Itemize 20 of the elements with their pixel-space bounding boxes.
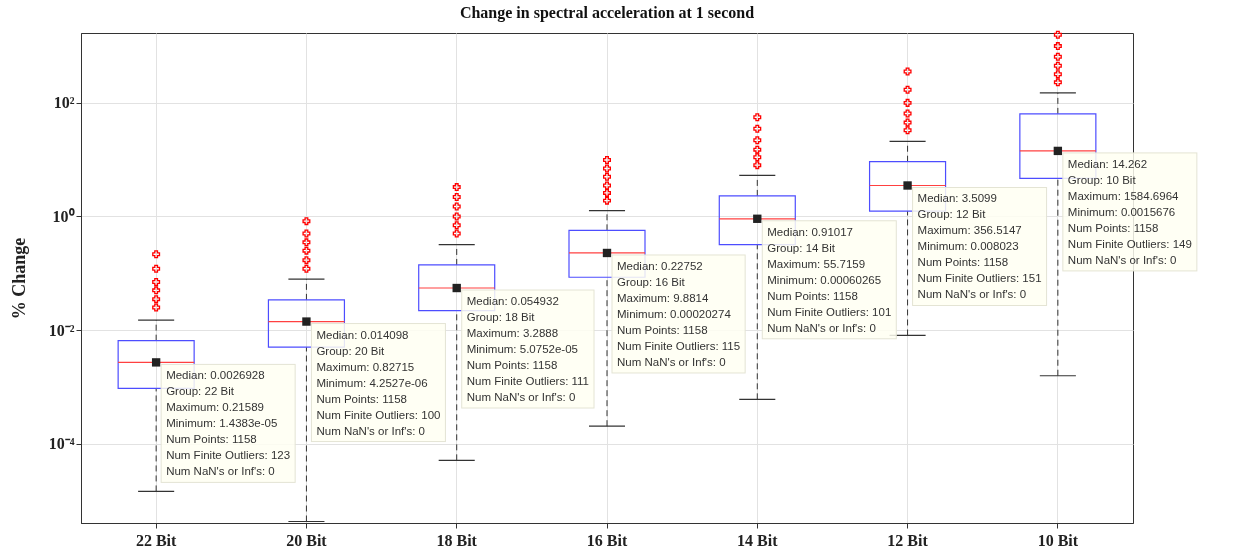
annotation: Median: 0.014098 Group: 20 Bit Maximum: 0.82715 Minimum: 4.2527e-06 Num Points: 1158 Num Finite Outliers: 100 Num NaN's or Inf's: 0: [316, 328, 441, 437]
annotation: Median: 14.262 Group: 10 Bit Maximum: 1584.6964 Minimum: 0.0015676 Num Points: 1158 Num Finite Outliers: 149 Num NaN's or Inf's: 0: [1067, 157, 1192, 266]
annotation: Median: 0.0026928 Group: 22 Bit Maximum: 0.21589 Minimum: 1.4383e-05 Num Points: 1158 Num Finite Outliers: 123 Num NaN's or Inf's: 0: [166, 369, 291, 478]
y-tick-label: 10⁻²: [48, 321, 75, 339]
y-tick-label: 10²: [53, 94, 75, 112]
x-tick-label: 16 Bit: [586, 531, 628, 549]
x-tick-label: 12 Bit: [887, 531, 929, 549]
annotation: Median: 0.054932 Group: 18 Bit Maximum: 3.2888 Minimum: 5.0752e-05 Num Points: 1158 Num Finite Outliers: 111 Num NaN's or Inf's: 0: [466, 295, 590, 404]
x-tick-label: 18 Bit: [436, 531, 478, 549]
annotation: Median: 0.22752 Group: 16 Bit Maximum: 9.8814 Minimum: 0.00020274 Num Points: 1158 Num Finite Outliers: 115 Num NaN's or Inf's: 0: [617, 259, 741, 368]
x-tick-label: 10 Bit: [1037, 531, 1079, 549]
y-tick-label: 10⁻⁴: [48, 435, 75, 453]
annotation: Median: 0.91017 Group: 14 Bit Maximum: 55.7159 Minimum: 0.00060265 Num Points: 1158 Num Finite Outliers: 101 Num NaN's or Inf's: 0: [767, 225, 892, 334]
x-tick-label: 20 Bit: [286, 531, 328, 549]
x-tick-label: 14 Bit: [737, 531, 779, 549]
chart-title: Change in spectral acceleration at 1 second: [459, 3, 755, 22]
y-tick-label: 10⁰: [52, 207, 75, 225]
y-axis-title: % Change: [8, 237, 29, 320]
annotation: Median: 3.5099 Group: 12 Bit Maximum: 356.5147 Minimum: 0.008023 Num Points: 1158 Num Finite Outliers: 151 Num NaN's or Inf's: 0: [917, 192, 1042, 301]
x-tick-label: 22 Bit: [135, 531, 178, 549]
